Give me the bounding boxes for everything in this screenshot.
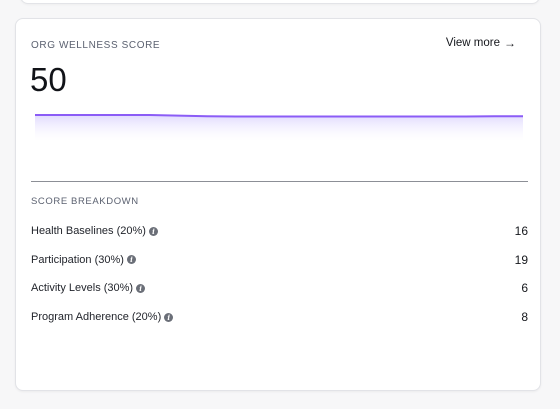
sparkline-line <box>35 114 523 118</box>
wellness-score-card: ORG WELLNESS SCORE View more → 50 SCORE … <box>15 18 541 391</box>
info-icon[interactable]: i <box>164 312 174 322</box>
info-icon[interactable]: i <box>126 255 136 265</box>
view-more-link[interactable]: View more → <box>446 37 516 49</box>
score-sparkline <box>35 114 523 141</box>
breakdown-value: 6 <box>521 281 528 296</box>
breakdown-value: 19 <box>514 252 528 267</box>
breakdown-list: Health Baselines (20%) i 16 Participatio… <box>31 217 528 331</box>
view-more-label: View more <box>445 37 500 49</box>
info-icon[interactable]: i <box>148 226 158 236</box>
breakdown-label: Participation (30%) <box>31 253 124 266</box>
card-title: ORG WELLNESS SCORE <box>31 40 161 51</box>
breakdown-value: 16 <box>514 224 528 239</box>
previous-card-edge <box>20 0 540 4</box>
breakdown-title: SCORE BREAKDOWN <box>31 196 139 207</box>
breakdown-row-participation: Participation (30%) i 19 <box>31 246 528 275</box>
breakdown-row-health-baselines: Health Baselines (20%) i 16 <box>31 217 528 246</box>
breakdown-row-program-adherence: Program Adherence (20%) i 8 <box>31 303 528 332</box>
arrow-right-icon: → <box>504 36 516 50</box>
breakdown-value: 8 <box>521 310 528 325</box>
breakdown-label: Program Adherence (20%) <box>31 311 162 324</box>
sparkline-area <box>35 115 523 141</box>
breakdown-label: Health Baselines (20%) <box>31 225 146 238</box>
breakdown-label: Activity Levels (30%) <box>31 282 134 295</box>
section-divider <box>31 181 528 182</box>
info-icon[interactable]: i <box>136 283 146 293</box>
wellness-score-value: 50 <box>30 61 67 98</box>
breakdown-row-activity-levels: Activity Levels (30%) i 6 <box>31 274 528 303</box>
